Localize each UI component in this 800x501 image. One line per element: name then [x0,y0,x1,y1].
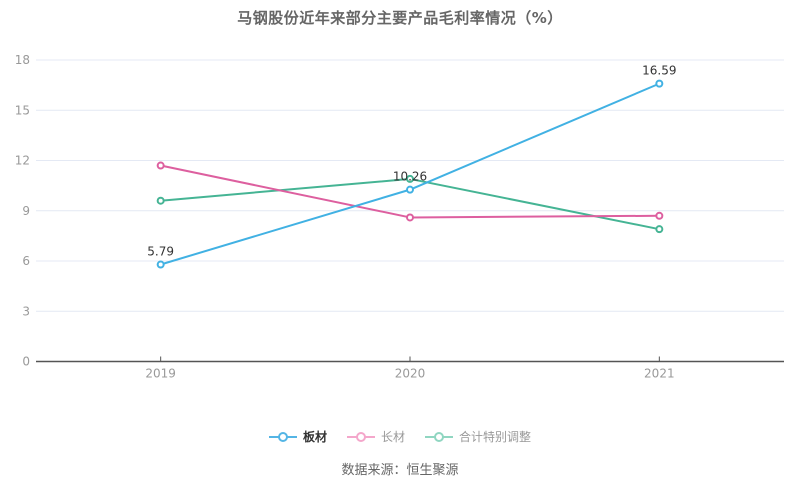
data-point-marker [406,174,414,183]
x-tick-label: 2021 [644,367,675,381]
legend-item[interactable]: 合计特别调整 [425,428,531,445]
chart-title: 马钢股份近年来部分主要产品毛利率情况（%） [237,9,563,27]
data-point-marker [655,211,664,220]
data-point-label: 10.26 [393,170,427,184]
data-source: 数据来源：恒生聚源 [341,463,459,478]
data-point-marker [156,260,165,269]
legend-line-marker-icon [425,431,453,442]
y-tick-label: 9 [22,204,30,218]
data-point-label: 16.59 [642,64,676,78]
y-tick-label: 3 [22,304,30,318]
legend-line-marker-icon [268,431,297,442]
y-tick-label: 18 [15,53,30,67]
line-chart-plot: 0 3 6 9 12 15 18 2019 2020 2021 5.79 10.26 16.59 [15,53,784,381]
legend-label: 长材 [380,430,405,444]
x-tick-label: 2019 [145,367,176,381]
legend-item[interactable]: 板材 [268,428,327,445]
data-point-marker [156,196,165,205]
legend-label: 合计特别调整 [459,430,532,444]
legend-line-marker-icon [346,431,375,442]
chart-legend: 板材 长材 合计特别调整 [0,428,800,445]
legend-item[interactable]: 长材 [346,428,405,445]
data-point-label: 5.79 [147,245,174,259]
y-tick-label: 15 [15,103,30,117]
data-point-marker [655,225,664,234]
data-point-marker [655,79,664,88]
data-point-marker [406,213,414,222]
data-point-marker [156,161,165,170]
y-tick-label: 12 [15,154,30,168]
legend-label: 板材 [302,430,327,444]
x-tick-label: 2020 [395,367,426,381]
data-point-marker [406,185,414,194]
y-tick-label: 0 [22,355,30,369]
y-tick-label: 6 [22,254,30,268]
